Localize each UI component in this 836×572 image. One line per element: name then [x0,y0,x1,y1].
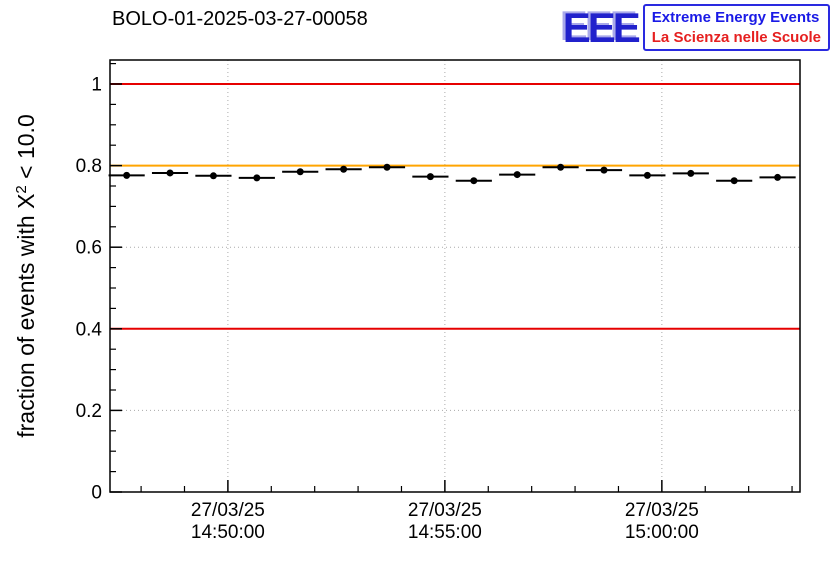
y-tick-label: 0 [91,483,102,504]
data-point-marker [600,166,608,174]
data-point-marker [557,163,565,171]
x-tick-label-time: 15:00:00 [625,522,699,543]
data-point-marker [687,169,695,177]
eee-logo: EEE Extreme Energy Events La Scienza nel… [563,4,830,51]
data-point-marker [383,163,391,171]
y-tick-label: 0.4 [76,319,103,340]
gridlines-layer [110,60,800,492]
data-point-marker [296,168,304,176]
eee-logo-line1: Extreme Energy Events [651,9,820,26]
run-title: BOLO-01-2025-03-27-00058 [112,8,368,30]
data-point-marker [513,171,521,179]
data-series-layer [108,163,796,185]
data-point-marker [643,171,651,179]
eee-logo-line2: La Scienza nelle Scuole [651,28,821,46]
x-tick-label-date: 27/03/25 [625,500,699,521]
data-point-marker [123,171,131,179]
eee-logo-acronym: EEE [562,3,641,51]
y-tick-label: 1 [91,75,102,96]
y-tick-label: 0.2 [76,401,102,422]
axis-labels-layer: 00.20.40.60.8127/03/2514:50:0027/03/2514… [76,75,699,544]
data-point-marker [340,165,348,173]
data-point-marker [426,173,434,181]
y-axis-title: fraction of events with X2 < 10.0 [13,114,39,438]
eee-logo-textbox: Extreme Energy Events La Scienza nelle S… [642,4,830,51]
y-tick-label: 0.6 [76,238,102,259]
data-point-marker [470,177,478,185]
data-point-marker [166,169,174,177]
x-tick-label-date: 27/03/25 [408,500,482,521]
y-tick-label: 0.8 [76,156,102,177]
plot-frame [109,59,801,493]
data-point-marker [774,173,782,181]
x-tick-label-time: 14:50:00 [191,522,265,543]
x-tick-label-time: 14:55:00 [408,522,482,543]
data-point-marker [730,177,738,185]
x-tick-label-date: 27/03/25 [191,500,265,521]
axis-ticks-layer [110,62,793,493]
data-point-marker [209,172,217,180]
reference-lines-layer [110,83,800,330]
data-point-marker [253,174,261,182]
